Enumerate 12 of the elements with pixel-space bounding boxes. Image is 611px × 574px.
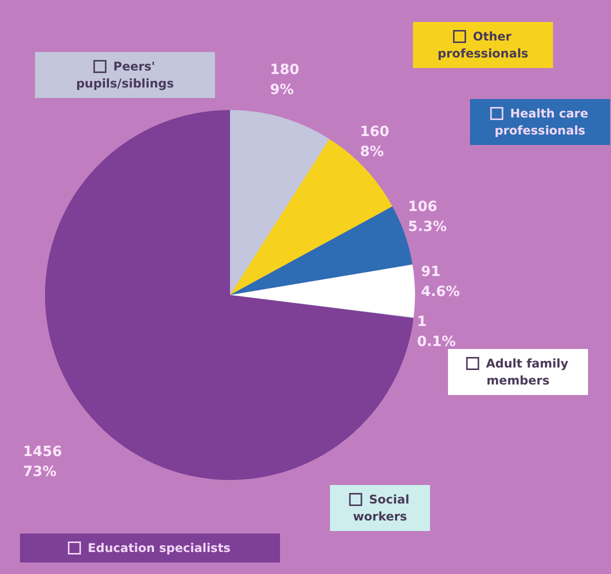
data-label: 1 0.1% [417, 314, 456, 350]
data-label: 91 4.6% [421, 264, 460, 300]
legend-label: Health care professionals [494, 106, 588, 138]
data-label: 160 8% [360, 124, 390, 160]
data-label: 180 9% [270, 62, 300, 98]
data-label: 1456 73% [23, 444, 62, 480]
data-label: 106 5.3% [408, 199, 447, 235]
legend-label: Education specialists [79, 541, 231, 555]
legend-label: Peers' pupils/siblings [76, 60, 174, 90]
legend-label: Other professionals [438, 30, 528, 60]
legend-label: Social workers [352, 492, 410, 524]
legend-label: Adult family members [478, 356, 569, 388]
